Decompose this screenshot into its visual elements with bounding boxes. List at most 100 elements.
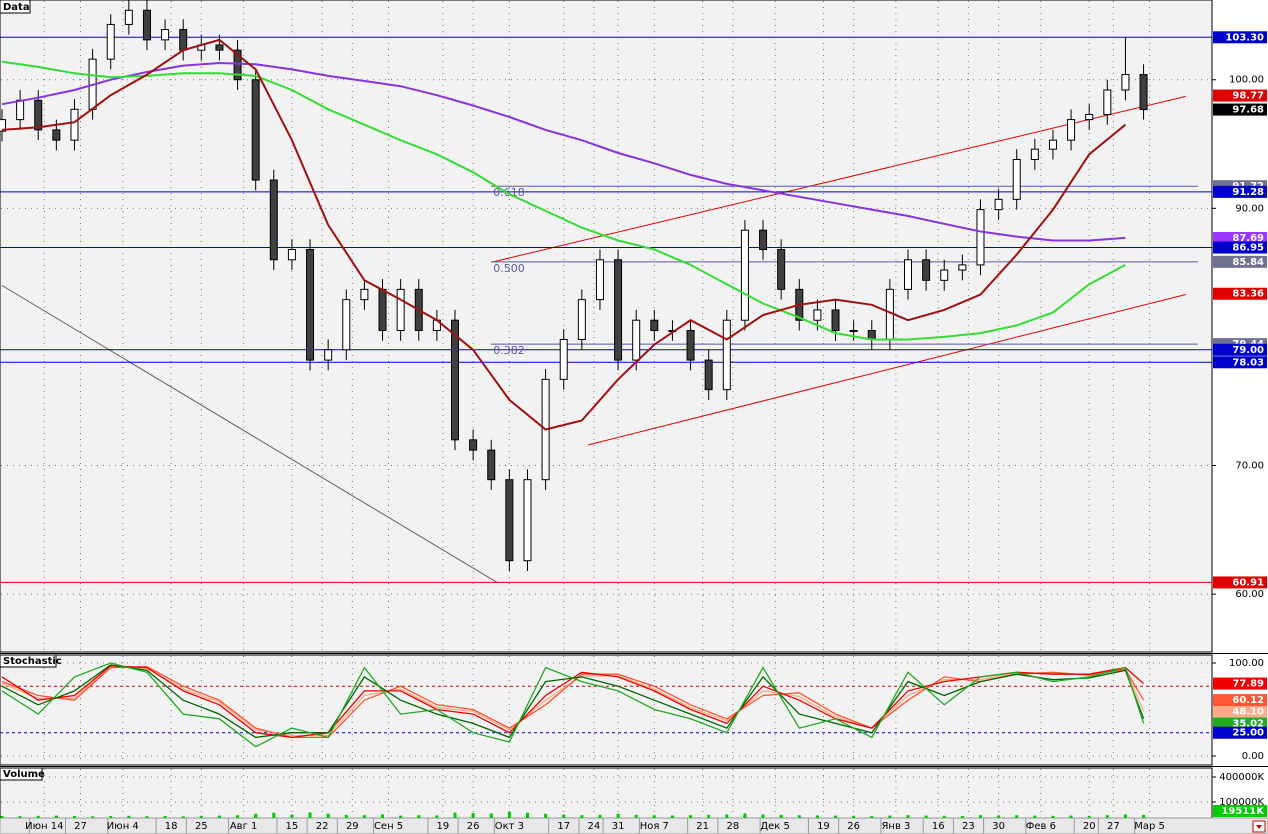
value-box-label: 78.03 (1232, 357, 1264, 368)
volume-bar (670, 815, 674, 818)
y-tick-label: 90.00 (1235, 203, 1264, 214)
value-box (1213, 287, 1267, 300)
candle-body (34, 99, 43, 131)
x-tick-label: Мар 5 (1134, 821, 1165, 832)
volume-bar (978, 815, 982, 818)
x-tick-label: 21 (696, 821, 709, 832)
candle-body (831, 309, 840, 332)
candle-body (1048, 139, 1057, 150)
candle-body (287, 248, 296, 261)
volume-bar (272, 812, 276, 818)
value-box (1213, 103, 1267, 116)
x-tick-label: 25 (195, 821, 208, 832)
volume-bar (181, 816, 185, 818)
x-tick-label: 26 (467, 821, 480, 832)
volume-bar (1033, 815, 1037, 818)
volume-bar (163, 815, 167, 818)
volume-bar (145, 816, 149, 818)
candle-body (922, 259, 931, 281)
x-tick-label: 30 (992, 821, 1005, 832)
x-tick-label: 24 (588, 821, 601, 832)
candle-body (1139, 74, 1148, 111)
fib-label: 0.382 (493, 344, 525, 357)
candle-body (1030, 148, 1039, 160)
candle-body (595, 259, 604, 301)
panel-title: Data (3, 2, 30, 13)
x-tick-label: 27 (1107, 821, 1120, 832)
panel-title: Volume (3, 769, 45, 780)
volume-bar (362, 815, 366, 818)
volume-bar (815, 815, 819, 818)
value-box-label: 97.68 (1232, 105, 1264, 116)
candle-body (269, 179, 278, 261)
y-tick-label: 100000K (1219, 797, 1264, 808)
candle-body (70, 108, 79, 141)
candle-body (1121, 74, 1130, 91)
candle-body (849, 330, 858, 333)
volume-panel (0, 767, 1213, 819)
candle-body (342, 299, 351, 351)
x-tick-label: 29 (346, 821, 359, 832)
stochastic-line (1, 665, 1145, 739)
candle-body (161, 29, 170, 41)
value-box-label: 35.02 (1232, 718, 1264, 729)
panel-title: Stochastic (3, 656, 62, 667)
price-panel (0, 0, 1213, 653)
trend-line (587, 294, 1186, 446)
volume-bar (290, 814, 294, 818)
volume-bar (254, 813, 258, 818)
candle-body (577, 299, 586, 341)
moving-average (1, 60, 1126, 341)
panel-captions: Data Stochastic Volume (0, 0, 62, 781)
volume-bar (1142, 814, 1146, 818)
volume-bar (725, 814, 729, 818)
volume-bar (562, 814, 566, 818)
candle-body (215, 44, 224, 51)
x-axis-strip (0, 817, 1268, 834)
candle-body (233, 49, 242, 81)
x-tick-label: Сен 5 (374, 821, 403, 832)
volume-bar (1051, 815, 1055, 818)
volume-bar (72, 815, 76, 818)
moving-average (1, 61, 1126, 242)
volume-bar (453, 812, 457, 818)
candle-body (306, 248, 315, 361)
volume-bar (544, 813, 548, 818)
value-box (1213, 576, 1267, 589)
value-box (1213, 31, 1267, 44)
volume-bar (1123, 814, 1127, 818)
volume-bar (779, 814, 783, 818)
volume-bar (507, 811, 511, 818)
candle-body (106, 23, 115, 60)
candle-body (469, 439, 478, 451)
candle-body (523, 479, 532, 562)
y-tick-label: 400000K (1219, 772, 1264, 783)
volume-bar (870, 815, 874, 818)
volume-bar (489, 813, 493, 818)
volume-bar (36, 815, 40, 818)
value-box (1213, 717, 1267, 730)
value-box-label: 91.28 (1232, 187, 1264, 198)
value-box (1213, 241, 1267, 254)
x-tick-label: 23 (962, 821, 975, 832)
corner-icon-arrow (1256, 825, 1262, 829)
candle-body (813, 309, 822, 321)
volume-bar (1087, 815, 1091, 818)
value-box (1213, 232, 1267, 245)
volume-bar (924, 815, 928, 818)
value-box-label: 60.91 (1232, 577, 1264, 588)
volume-bar (199, 815, 203, 818)
volume-bar (942, 815, 946, 818)
volume-bar (344, 814, 348, 818)
candle-body (722, 319, 731, 391)
value-box (1213, 694, 1267, 707)
volume-bar (54, 815, 58, 818)
candle-body (396, 288, 405, 332)
x-tick-label: Июн 4 (107, 821, 139, 832)
x-tick-label: 17 (557, 821, 570, 832)
candle-body (179, 29, 188, 51)
value-box-label: 48.10 (1232, 706, 1264, 717)
value-box (1213, 705, 1267, 718)
volume-bar (217, 815, 221, 818)
